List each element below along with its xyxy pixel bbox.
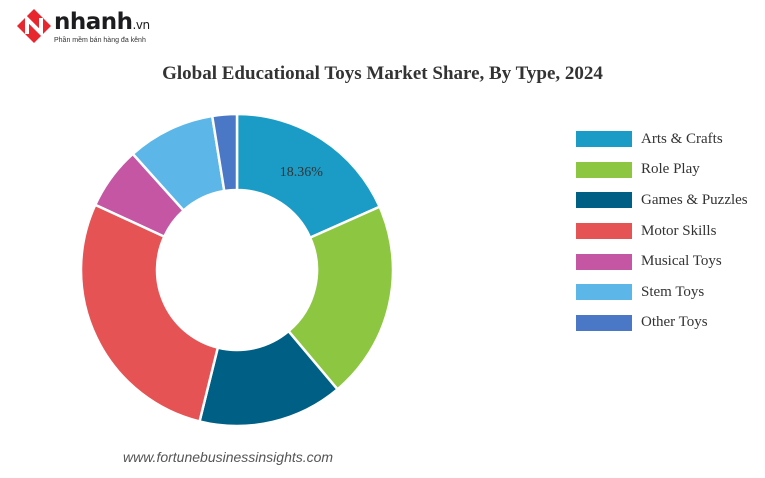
legend-label: Other Toys (641, 314, 708, 331)
slice-arts-and-crafts[interactable] (235, 112, 382, 240)
legend-swatch (576, 223, 632, 240)
slice-motor-skills[interactable] (79, 203, 220, 423)
legend-item-games-and-puzzles[interactable]: Games & Puzzles (576, 185, 748, 216)
donut-data-labels: 18.36% (280, 165, 324, 180)
brand-tld: .vn (132, 18, 151, 32)
legend-swatch (576, 192, 632, 209)
legend-item-arts-and-crafts[interactable]: Arts & Crafts (576, 124, 748, 155)
legend-label: Role Play (641, 161, 700, 178)
chart-legend: Arts & Crafts Role Play Games & Puzzles Mot… (576, 124, 748, 338)
legend-swatch (576, 161, 632, 178)
legend-swatch (576, 314, 632, 331)
legend-swatch (576, 253, 632, 270)
legend-label: Stem Toys (641, 283, 705, 300)
legend-item-other-toys[interactable]: Other Toys (576, 308, 748, 339)
legend-item-role-play[interactable]: Role Play (576, 155, 748, 186)
legend-swatch (576, 131, 632, 148)
donut-slices (79, 112, 395, 428)
legend-item-stem-toys[interactable]: Stem Toys (576, 277, 748, 308)
legend-label: Motor Skills (641, 222, 717, 239)
slice-role-play[interactable] (286, 205, 395, 392)
legend-label: Arts & Crafts (641, 130, 723, 147)
data-label-arts-and-crafts: 18.36% (280, 165, 324, 180)
chart-title: Global Educational Toys Market Share, By… (162, 63, 603, 84)
legend-item-motor-skills[interactable]: Motor Skills (576, 216, 748, 247)
slice-other-toys[interactable] (210, 112, 239, 193)
brand-name: nhanh (54, 9, 133, 35)
source-credit: www.fortunebusinessinsights.com (123, 449, 334, 465)
legend-swatch (576, 284, 632, 301)
legend-item-musical-toys[interactable]: Musical Toys (576, 246, 748, 277)
legend-label: Musical Toys (641, 253, 722, 270)
legend-label: Games & Puzzles (641, 191, 748, 208)
brand-tagline: Phần mềm bán hàng đa kênh (54, 37, 146, 44)
brand-logo[interactable]: nhanh.vn Phần mềm bán hàng đa kênh (16, 8, 150, 44)
n-logo-icon (17, 9, 51, 43)
